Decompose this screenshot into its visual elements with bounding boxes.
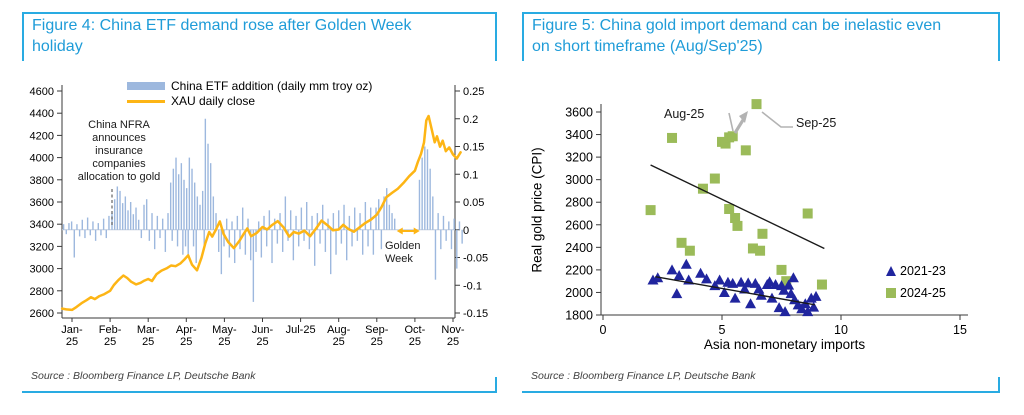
svg-text:10: 10: [834, 323, 848, 337]
svg-text:-0.15: -0.15: [463, 308, 488, 320]
svg-text:0.25: 0.25: [463, 86, 484, 98]
svg-text:2800: 2800: [565, 196, 593, 210]
fig5-legend-2021-23-label: 2021-23: [900, 264, 946, 278]
fig4-top-right-stub: [495, 12, 497, 61]
fig4-title: Figure 4: China ETF demand rose after Go…: [32, 17, 412, 55]
svg-text:Jan-25: Jan-25: [61, 324, 83, 348]
svg-text:15: 15: [953, 323, 967, 337]
svg-text:3200: 3200: [30, 241, 54, 253]
fig4-bottom-right-stub: [495, 377, 497, 393]
fig5-source: Source : Bloomberg Finance LP, Deutsche …: [531, 370, 756, 382]
svg-text:Feb-25: Feb-25: [99, 324, 122, 348]
fig4-bottom-border: [22, 391, 497, 393]
fig4-legend-xau-label: XAU daily close: [171, 94, 256, 108]
fig4-legend-xau: XAU daily close: [127, 94, 255, 108]
fig4-top-border: [22, 12, 497, 14]
svg-text:3600: 3600: [30, 197, 54, 209]
svg-text:2600: 2600: [30, 308, 54, 320]
svg-text:1800: 1800: [565, 309, 593, 323]
svg-text:Jul-25: Jul-25: [286, 324, 316, 336]
svg-text:3000: 3000: [565, 173, 593, 187]
svg-text:0: 0: [463, 225, 469, 237]
xau-line-swatch: [127, 99, 165, 103]
svg-text:Mar-25: Mar-25: [137, 324, 160, 348]
svg-text:3600: 3600: [565, 105, 593, 119]
svg-text:Sep-25: Sep-25: [365, 324, 389, 348]
fig5-legend-2024-25-label: 2024-25: [900, 286, 946, 300]
svg-text:Jun-25: Jun-25: [252, 324, 274, 348]
svg-text:2600: 2600: [565, 218, 593, 232]
fig5-aug-annotation: Aug-25: [664, 107, 705, 121]
fig5-bottom-right-stub: [998, 377, 1000, 393]
svg-text:0.05: 0.05: [463, 197, 484, 209]
svg-text:0.2: 0.2: [463, 114, 478, 126]
fig5-top-left-stub: [522, 12, 524, 61]
svg-text:0.1: 0.1: [463, 169, 478, 181]
etf-bar-swatch: [127, 82, 165, 90]
svg-text:Aug-25: Aug-25: [327, 324, 351, 348]
fig5-title: Figure 5: China gold import demand can b…: [532, 17, 942, 55]
fig4-legend-etf-label: China ETF addition (daily mm troy oz): [171, 79, 373, 93]
fig5-x-axis-label: Asia non-monetary imports: [703, 337, 866, 352]
svg-text:Nov-25: Nov-25: [441, 324, 465, 348]
fig4-legend-etf: China ETF addition (daily mm troy oz): [127, 79, 372, 93]
svg-text:2400: 2400: [565, 241, 593, 255]
fig5-legend-2024-25: 2024-25: [886, 286, 946, 300]
svg-text:3000: 3000: [30, 264, 54, 276]
fig4-golden-week-annotation: Golden Week: [385, 240, 421, 265]
fig4-plot: 4600 4400 4200 4000 3800 3600 3400 3200 3000 2800…: [30, 85, 488, 348]
svg-text:4400: 4400: [30, 108, 54, 120]
fig5-bottom-border: [522, 391, 1000, 393]
fig4-top-left-stub: [22, 12, 24, 61]
fig5-plot: 3600 3400 3200 3000 2800 2600 2400 2200 2000 1800…: [565, 99, 968, 337]
fig5-sep-annotation: Sep-25: [796, 116, 837, 130]
svg-text:May-25: May-25: [212, 324, 237, 348]
svg-text:2000: 2000: [565, 286, 593, 300]
fig5-top-border: [522, 12, 1000, 14]
svg-text:0: 0: [600, 323, 607, 337]
svg-text:4200: 4200: [30, 130, 54, 142]
svg-text:4600: 4600: [30, 86, 54, 98]
svg-text:-0.1: -0.1: [463, 280, 482, 292]
svg-text:0.15: 0.15: [463, 142, 484, 154]
svg-text:2800: 2800: [30, 286, 54, 298]
fig4-source: Source : Bloomberg Finance LP, Deutsche …: [31, 370, 256, 382]
square-marker-swatch: [886, 288, 896, 298]
fig5-y-axis-label: Real gold price (CPI): [529, 147, 545, 273]
svg-text:-0.05: -0.05: [463, 253, 488, 265]
svg-text:2200: 2200: [565, 263, 593, 277]
svg-text:3400: 3400: [565, 128, 593, 142]
svg-text:3200: 3200: [565, 151, 593, 165]
svg-text:3800: 3800: [30, 175, 54, 187]
svg-text:Apr-25: Apr-25: [176, 324, 197, 348]
svg-text:4000: 4000: [30, 153, 54, 165]
fig5-legend-2021-23: 2021-23: [886, 264, 946, 278]
triangle-marker-swatch: [886, 266, 896, 276]
fig4-nfra-annotation: China NFRA announces insurance companies…: [77, 119, 161, 183]
fig5-top-right-stub: [998, 12, 1000, 61]
svg-text:Oct-25: Oct-25: [405, 324, 426, 348]
svg-text:5: 5: [719, 323, 726, 337]
svg-text:3400: 3400: [30, 219, 54, 231]
